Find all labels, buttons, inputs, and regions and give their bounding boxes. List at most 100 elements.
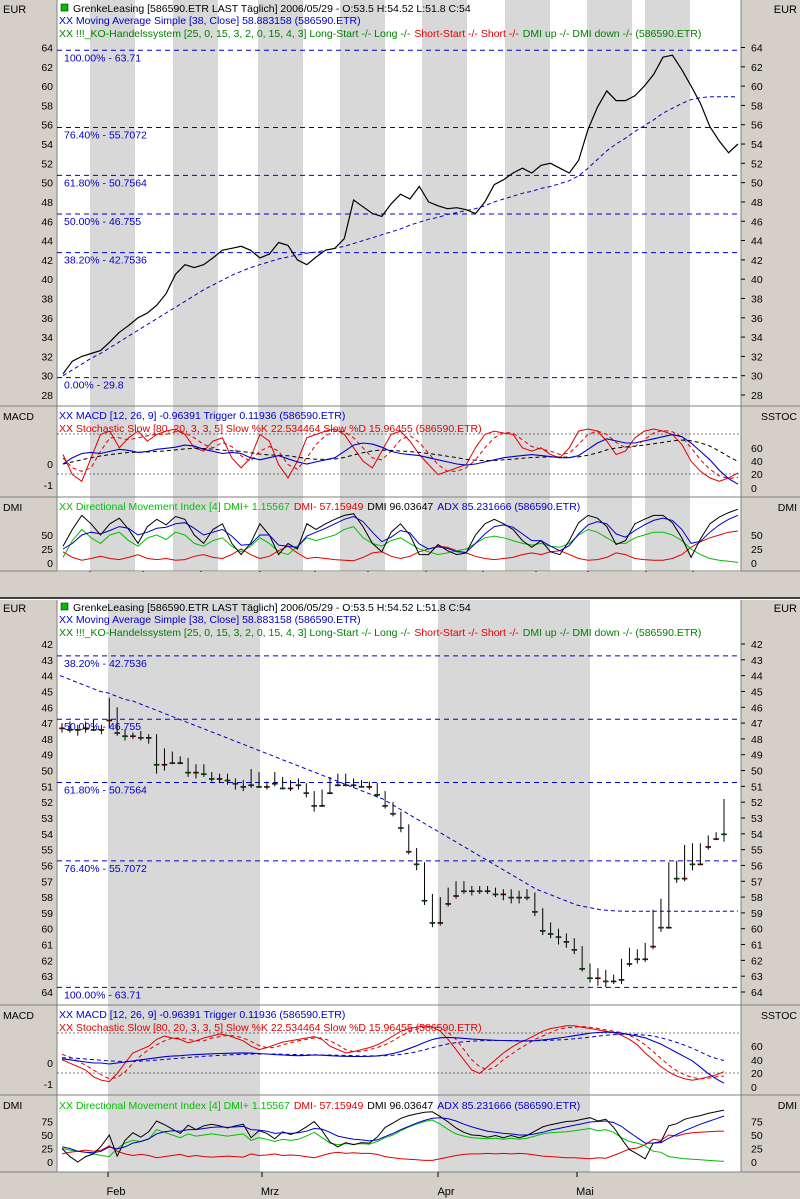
bottom-macd-tick: 0 xyxy=(47,1058,53,1070)
candle-body xyxy=(272,782,278,785)
bottom-fibonacci-levels: 100.00% - 63.71 76.40% - 55.7072 61.80% - … xyxy=(57,655,741,1001)
top-fibonacci-levels: 100.00% - 63.71 76.40% - 55.7072 61.80% - … xyxy=(57,49,741,392)
top-price-tick-right: 28 xyxy=(751,390,763,402)
candle-body xyxy=(437,922,444,924)
top-fib-label-2: 61.80% - 50.7564 xyxy=(64,177,147,189)
top-price-tick-right: 48 xyxy=(751,197,763,209)
top-price-tick-right: 54 xyxy=(751,139,763,151)
bottom-price-axis-ticks: 42 42 43 43 44 44 45 45 46 46 47 47 48 48 49 49 50 50 51 51… xyxy=(41,639,763,999)
top-macd-tick: 0 xyxy=(47,459,53,471)
bottom-price-tick-left: 51 xyxy=(41,781,53,793)
bottom-price-tick-left: 55 xyxy=(41,845,53,857)
top-stoch-tick: 60 xyxy=(751,443,763,455)
top-chart: EUR EUR 28 28 30 30 32 32 34 34 36 36 38 38 40 40 42 42… xyxy=(0,0,800,599)
bottom-price-tick-left: 57 xyxy=(41,876,53,888)
candle-body xyxy=(579,967,585,970)
bottom-price-tick-left: 63 xyxy=(41,971,53,983)
top-dmi-legend-c: DMI 96.03647 xyxy=(367,501,433,513)
bottom-stoch-tick: 40 xyxy=(751,1055,763,1067)
bottom-price-tick-left: 44 xyxy=(41,671,53,683)
bottom-price-tick-right: 56 xyxy=(751,860,763,872)
top-dmi-tick-right: 50 xyxy=(751,530,763,542)
bottom-price-tick-right: 45 xyxy=(751,686,763,698)
top-price-tick-right: 30 xyxy=(751,371,763,383)
top-price-tick-right: 50 xyxy=(751,178,763,190)
candle-body xyxy=(461,890,467,893)
candle-body xyxy=(208,778,215,780)
candle-body xyxy=(350,784,357,787)
bottom-price-tick-right: 64 xyxy=(751,987,763,999)
bottom-dmi-legend-c: DMI 96.03647 xyxy=(367,1100,433,1112)
top-dmi-line xyxy=(62,508,739,559)
bottom-legend-marker xyxy=(60,602,69,611)
bottom-price-tick-left: 59 xyxy=(41,908,53,920)
candle-body xyxy=(193,771,199,774)
bottom-price-tick-left: 56 xyxy=(41,860,53,872)
bottom-price-tick-right: 59 xyxy=(751,908,763,920)
top-price-line xyxy=(62,54,739,375)
bottom-dmi-tick-left: 50 xyxy=(41,1130,53,1142)
bottom-legend-ko-c: DMI up -/- DMI down -/- (586590.ETR) xyxy=(523,627,702,639)
candle-body xyxy=(516,896,522,899)
candle-body xyxy=(327,792,333,794)
top-price-tick-right: 40 xyxy=(751,274,763,286)
top-dmi-pane-label-right: DMI xyxy=(778,502,797,514)
top-macd-tick: -1 xyxy=(44,480,53,492)
top-dmi-tick-left: 25 xyxy=(41,544,53,556)
bottom-price-tick-left: 46 xyxy=(41,702,53,714)
top-stoch-slow-d-line xyxy=(62,429,739,480)
candle-body xyxy=(185,771,191,774)
candle-body xyxy=(358,786,365,788)
candle-body xyxy=(681,877,688,880)
top-macd-trigger-line xyxy=(62,439,739,465)
candle-body xyxy=(595,977,601,980)
bottom-fib-label-2: 61.80% - 50.7564 xyxy=(64,785,147,797)
candle-body xyxy=(75,729,81,731)
bottom-currency-left: EUR xyxy=(3,603,26,615)
top-month-stripe-3 xyxy=(340,0,385,571)
candle-body xyxy=(666,926,672,929)
candle-body xyxy=(382,805,388,807)
candle-body xyxy=(406,850,412,853)
top-month-stripe-1 xyxy=(173,0,218,571)
top-price-tick-left: 30 xyxy=(41,371,53,383)
top-price-tick-right: 42 xyxy=(751,255,763,267)
candle-body xyxy=(689,863,696,866)
bottom-left-axis-area xyxy=(0,600,57,1199)
bottom-dmi-legend-d: ADX 85.231666 (586590.ETR) xyxy=(437,1100,580,1112)
top-adx-line xyxy=(62,514,739,553)
bottom-price-tick-right: 63 xyxy=(751,971,763,983)
candle-body xyxy=(153,763,160,766)
candle-body xyxy=(287,787,294,790)
bottom-price-tick-right: 61 xyxy=(751,940,763,952)
top-price-axis-ticks: 28 28 30 30 32 32 34 34 36 36 38 38 40 40 42 42 44 44 46 46… xyxy=(41,43,763,403)
bottom-price-tick-right: 49 xyxy=(751,750,763,762)
top-dmi-legend-b: DMI- 57.15949 xyxy=(294,501,364,513)
bottom-month-label-2: Apr xyxy=(437,1186,454,1198)
top-xaxis-area xyxy=(57,572,741,597)
bottom-price-tick-right: 55 xyxy=(751,845,763,857)
bottom-moving-average-line xyxy=(59,675,739,912)
bottom-month-stripe-1 xyxy=(438,600,590,1172)
top-price-tick-left: 38 xyxy=(41,293,53,305)
candle-body xyxy=(335,784,341,787)
top-month-stripe-0 xyxy=(90,0,135,571)
bottom-price-tick-left: 42 xyxy=(41,639,53,651)
bottom-price-tick-right: 47 xyxy=(751,718,763,730)
bottom-dmi-tick-left: 75 xyxy=(41,1117,53,1129)
bottom-dmi-line xyxy=(61,1109,725,1163)
top-price-tick-right: 62 xyxy=(751,62,763,74)
candle-body xyxy=(547,933,554,935)
top-legend-moving-average: XX Moving Average Simple [38, Close] 58.… xyxy=(59,15,361,27)
top-dmi-legend-d: ADX 85.231666 (586590.ETR) xyxy=(437,501,580,513)
candle-body xyxy=(563,941,570,943)
candle-body xyxy=(453,895,459,897)
top-legend-marker xyxy=(60,3,69,12)
top-dmi-tick-left: 0 xyxy=(47,558,53,570)
top-dmi-legend: XX Directional Movement Index [4] DMI+ 1… xyxy=(59,501,580,513)
candle-body xyxy=(279,787,286,790)
bottom-price-tick-left: 52 xyxy=(41,797,53,809)
candle-body xyxy=(311,805,317,807)
candle-body xyxy=(256,786,262,788)
bottom-legend-ko-system: XX !!!_KO-Handelssystem [25, 0, 15, 3, 2… xyxy=(59,627,701,639)
